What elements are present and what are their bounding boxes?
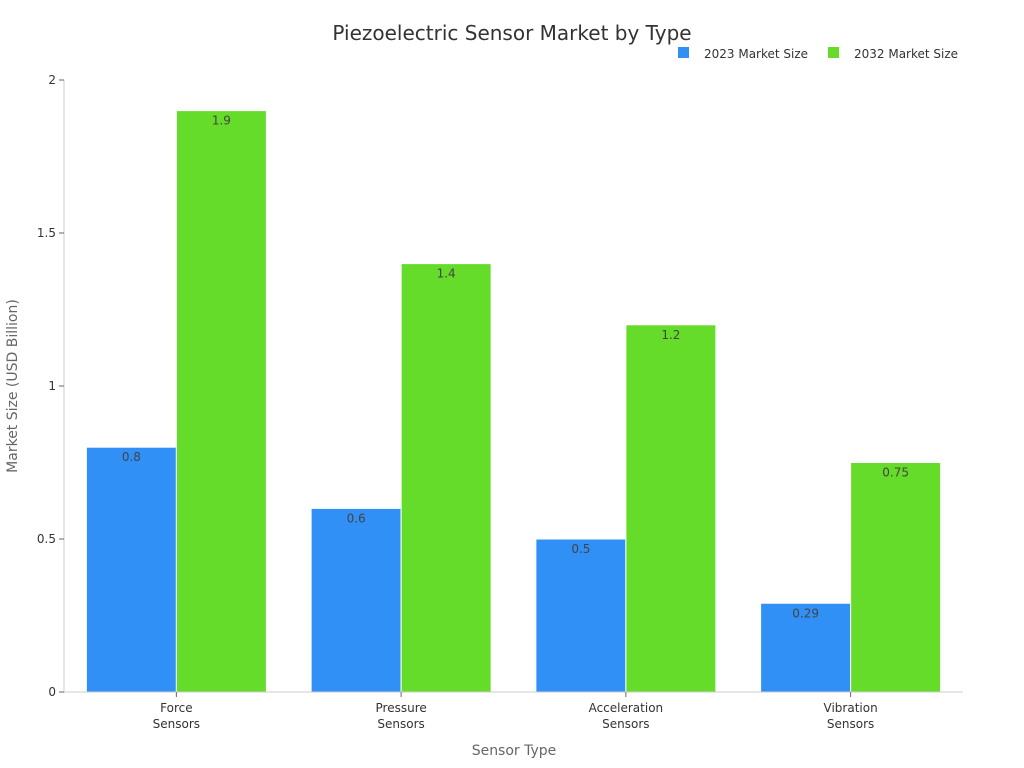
x-tick-label: Sensors xyxy=(377,717,424,731)
legend-label-2023: 2023 Market Size xyxy=(704,47,808,61)
legend-swatch-2023 xyxy=(678,47,689,58)
bar-2032 xyxy=(175,110,267,693)
bar-2023 xyxy=(85,446,177,693)
y-tick-label: 1.5 xyxy=(37,226,56,240)
legend-swatch-2032 xyxy=(828,47,839,58)
x-axis-title: Sensor Type xyxy=(472,743,557,759)
x-tick-label: Sensors xyxy=(602,717,649,731)
x-axis: Force Sensors Pressure Sensors Acceleration S… xyxy=(64,691,963,731)
y-tick-label: 0 xyxy=(48,685,56,699)
y-axis: 0 0.5 1 1.5 2 xyxy=(37,73,65,699)
bar-value-label: 0.6 xyxy=(347,511,366,525)
x-tick-label: Vibration xyxy=(824,701,878,715)
bar-2032 xyxy=(850,462,942,693)
bar-value-label: 0.8 xyxy=(122,450,141,464)
x-tick-label: Acceleration xyxy=(589,701,664,715)
y-tick-label: 1 xyxy=(48,379,56,393)
bar-value-label: 0.5 xyxy=(571,542,590,556)
legend: 2023 Market Size 2032 Market Size xyxy=(678,47,958,61)
chart-title: Piezoelectric Sensor Market by Type xyxy=(332,21,691,45)
legend-label-2032: 2032 Market Size xyxy=(854,47,958,61)
bar-value-label: 1.9 xyxy=(212,114,231,128)
bars-group: 0.8 1.9 0.6 1.4 0.5 1.2 0.29 0.75 xyxy=(85,110,942,693)
bar-2023 xyxy=(535,538,627,693)
bar-value-label: 1.4 xyxy=(437,267,456,281)
x-tick-label: Sensors xyxy=(153,717,200,731)
bar-value-label: 0.75 xyxy=(882,466,909,480)
x-tick-label: Pressure xyxy=(376,701,427,715)
x-tick-label: Sensors xyxy=(827,717,874,731)
bar-2032 xyxy=(400,263,492,693)
y-tick-label: 2 xyxy=(48,73,56,87)
bar-value-label: 0.29 xyxy=(792,606,819,620)
bar-2023 xyxy=(310,507,402,693)
y-tick-label: 0.5 xyxy=(37,532,56,546)
bar-2023 xyxy=(760,602,852,693)
bar-2032 xyxy=(625,324,717,693)
y-axis-title: Market Size (USD Billion) xyxy=(5,299,21,473)
bar-value-label: 1.2 xyxy=(661,328,680,342)
x-tick-label: Force xyxy=(160,701,192,715)
